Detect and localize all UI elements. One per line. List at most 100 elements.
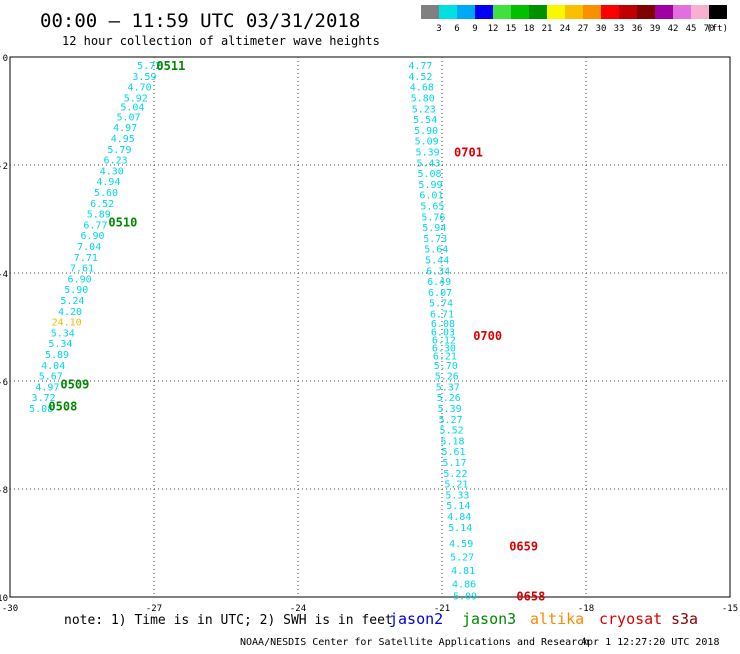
swh-value-label: 5.23 [412, 104, 436, 115]
legend-swatch [421, 5, 439, 19]
legend-swatch [673, 5, 691, 19]
x-tick-label: -27 [146, 604, 162, 614]
swh-value-label: 5.17 [442, 458, 466, 469]
y-tick-label: -8 [0, 486, 8, 496]
satellite-jason3: jason3 [462, 610, 516, 628]
swh-value-label: 5.34 [48, 339, 72, 350]
swh-value-label: 5.90 [414, 126, 438, 137]
swh-value-label: 5.34 [51, 328, 75, 339]
legend-swatch [691, 5, 709, 19]
swh-value-label: 5.37 [436, 382, 460, 393]
legend-tick: 6 [454, 24, 459, 34]
swh-value-label: 6.71 [430, 310, 454, 321]
track-time-label: 0701 [454, 146, 483, 160]
page-subtitle: 12 hour collection of altimeter wave hei… [62, 34, 380, 48]
y-tick-label: -4 [0, 270, 8, 280]
swh-value-label: 5.26 [435, 372, 459, 383]
swh-value-label: 4.94 [96, 177, 120, 188]
legend-tick: 70 [704, 24, 715, 34]
swh-value-label: 5.26 [437, 393, 461, 404]
swh-value-label: 5.80 [411, 94, 435, 105]
swh-value-label: 24.10 [52, 318, 82, 329]
swh-value-label: 4.81 [451, 566, 475, 577]
swh-value-label: 4.04 [41, 361, 65, 372]
swh-value-label: 4.77 [408, 61, 432, 72]
x-tick-label: -15 [722, 604, 738, 614]
swh-value-label: 5.70 [434, 361, 458, 372]
swh-value-label: 6.07 [428, 288, 452, 299]
swh-value-label: 5.65 [420, 202, 444, 213]
satellite-altika: altika [530, 610, 584, 628]
swh-value-label: 6.12 [432, 335, 456, 346]
footer-timestamp: Apr 1 12:27:20 UTC 2018 [581, 637, 719, 648]
swh-value-label: 5.61 [441, 447, 465, 458]
swh-value-label: 5.22 [443, 469, 467, 480]
swh-value-label: 6.23 [104, 156, 128, 167]
legend-swatch [457, 5, 475, 19]
swh-value-label: 6.77 [83, 220, 107, 231]
y-tick-label: 0 [3, 54, 8, 64]
legend-tick: 3 [436, 24, 441, 34]
swh-value-label: 5.73 [423, 234, 447, 245]
legend-tick: 39 [650, 24, 661, 34]
swh-value-label: 5.14 [448, 523, 472, 534]
track-time-label: 0509 [60, 378, 89, 392]
legend-swatch [529, 5, 547, 19]
axis-ticks: -30 -27 -24 -21 -18 -15 0 -2 -4 -6 -8 -10 [0, 54, 738, 614]
swh-value-label: 5.24 [60, 296, 84, 307]
swh-value-label: 7.61 [70, 264, 94, 275]
legend-tick: 12 [488, 24, 499, 34]
swh-value-label: 5.52 [440, 426, 464, 437]
legend-tick: 45 [686, 24, 697, 34]
swh-value-label: 4.30 [100, 166, 124, 177]
legend-swatch [547, 5, 565, 19]
legend-swatch [493, 5, 511, 19]
satellite-s3a: s3a [671, 610, 698, 628]
swh-value-label: 6.01 [419, 191, 443, 202]
swh-value-label: 5.64 [424, 245, 448, 256]
legend-swatch [565, 5, 583, 19]
legend-tick: 30 [596, 24, 607, 34]
west-track: 5.723.594.705.925.045.074.974.955.796.23… [29, 59, 185, 415]
swh-value-label: 4.68 [410, 83, 434, 94]
grid-lines [10, 57, 730, 597]
track-time-label: 0700 [473, 329, 502, 343]
satellite-cryosat: cryosat [599, 610, 662, 628]
swh-value-label: 5.04 [120, 103, 144, 114]
swh-value-label: 5.44 [425, 256, 449, 267]
swh-value-label: 4.59 [449, 539, 473, 550]
track-time-label: 0658 [516, 589, 545, 603]
swh-value-label: 7.71 [74, 253, 98, 264]
swh-value-label: 5.08 [29, 404, 53, 415]
legend-tick: 27 [578, 24, 589, 34]
swh-value-label: 5.14 [446, 501, 470, 512]
satellite-tracks: 5.723.594.705.925.045.074.974.955.796.23… [29, 59, 545, 603]
swh-value-label: 5.92 [124, 94, 148, 105]
swh-value-label: 5.60 [94, 188, 118, 199]
swh-value-label: 5.99 [418, 180, 442, 191]
swh-value-label: 5.79 [107, 145, 131, 156]
legend-swatch [475, 5, 493, 19]
legend-tick: 33 [614, 24, 625, 34]
legend-swatch [583, 5, 601, 19]
track-time-label: 0508 [48, 399, 77, 413]
swh-value-label: 5.94 [422, 223, 446, 234]
legend-tick: 36 [632, 24, 643, 34]
swh-value-label: 5.21 [444, 480, 468, 491]
y-tick-label: -2 [0, 162, 8, 172]
swh-value-label: 6.30 [432, 344, 456, 355]
x-tick-label: -30 [2, 604, 18, 614]
x-tick-label: -18 [578, 604, 594, 614]
swh-value-label: 5.27 [450, 553, 474, 564]
legend-swatch [601, 5, 619, 19]
y-tick-label: -6 [0, 378, 8, 388]
swh-value-label: 5.27 [439, 415, 463, 426]
swh-value-label: 3.59 [132, 72, 156, 83]
swh-value-label: 6.52 [90, 199, 114, 210]
swh-value-label: 5.90 [64, 285, 88, 296]
swh-value-label: 5.39 [438, 404, 462, 415]
swh-value-label: 6.34 [426, 266, 450, 277]
satellite-jason2: jason2 [389, 610, 443, 628]
x-tick-label: -21 [434, 604, 450, 614]
